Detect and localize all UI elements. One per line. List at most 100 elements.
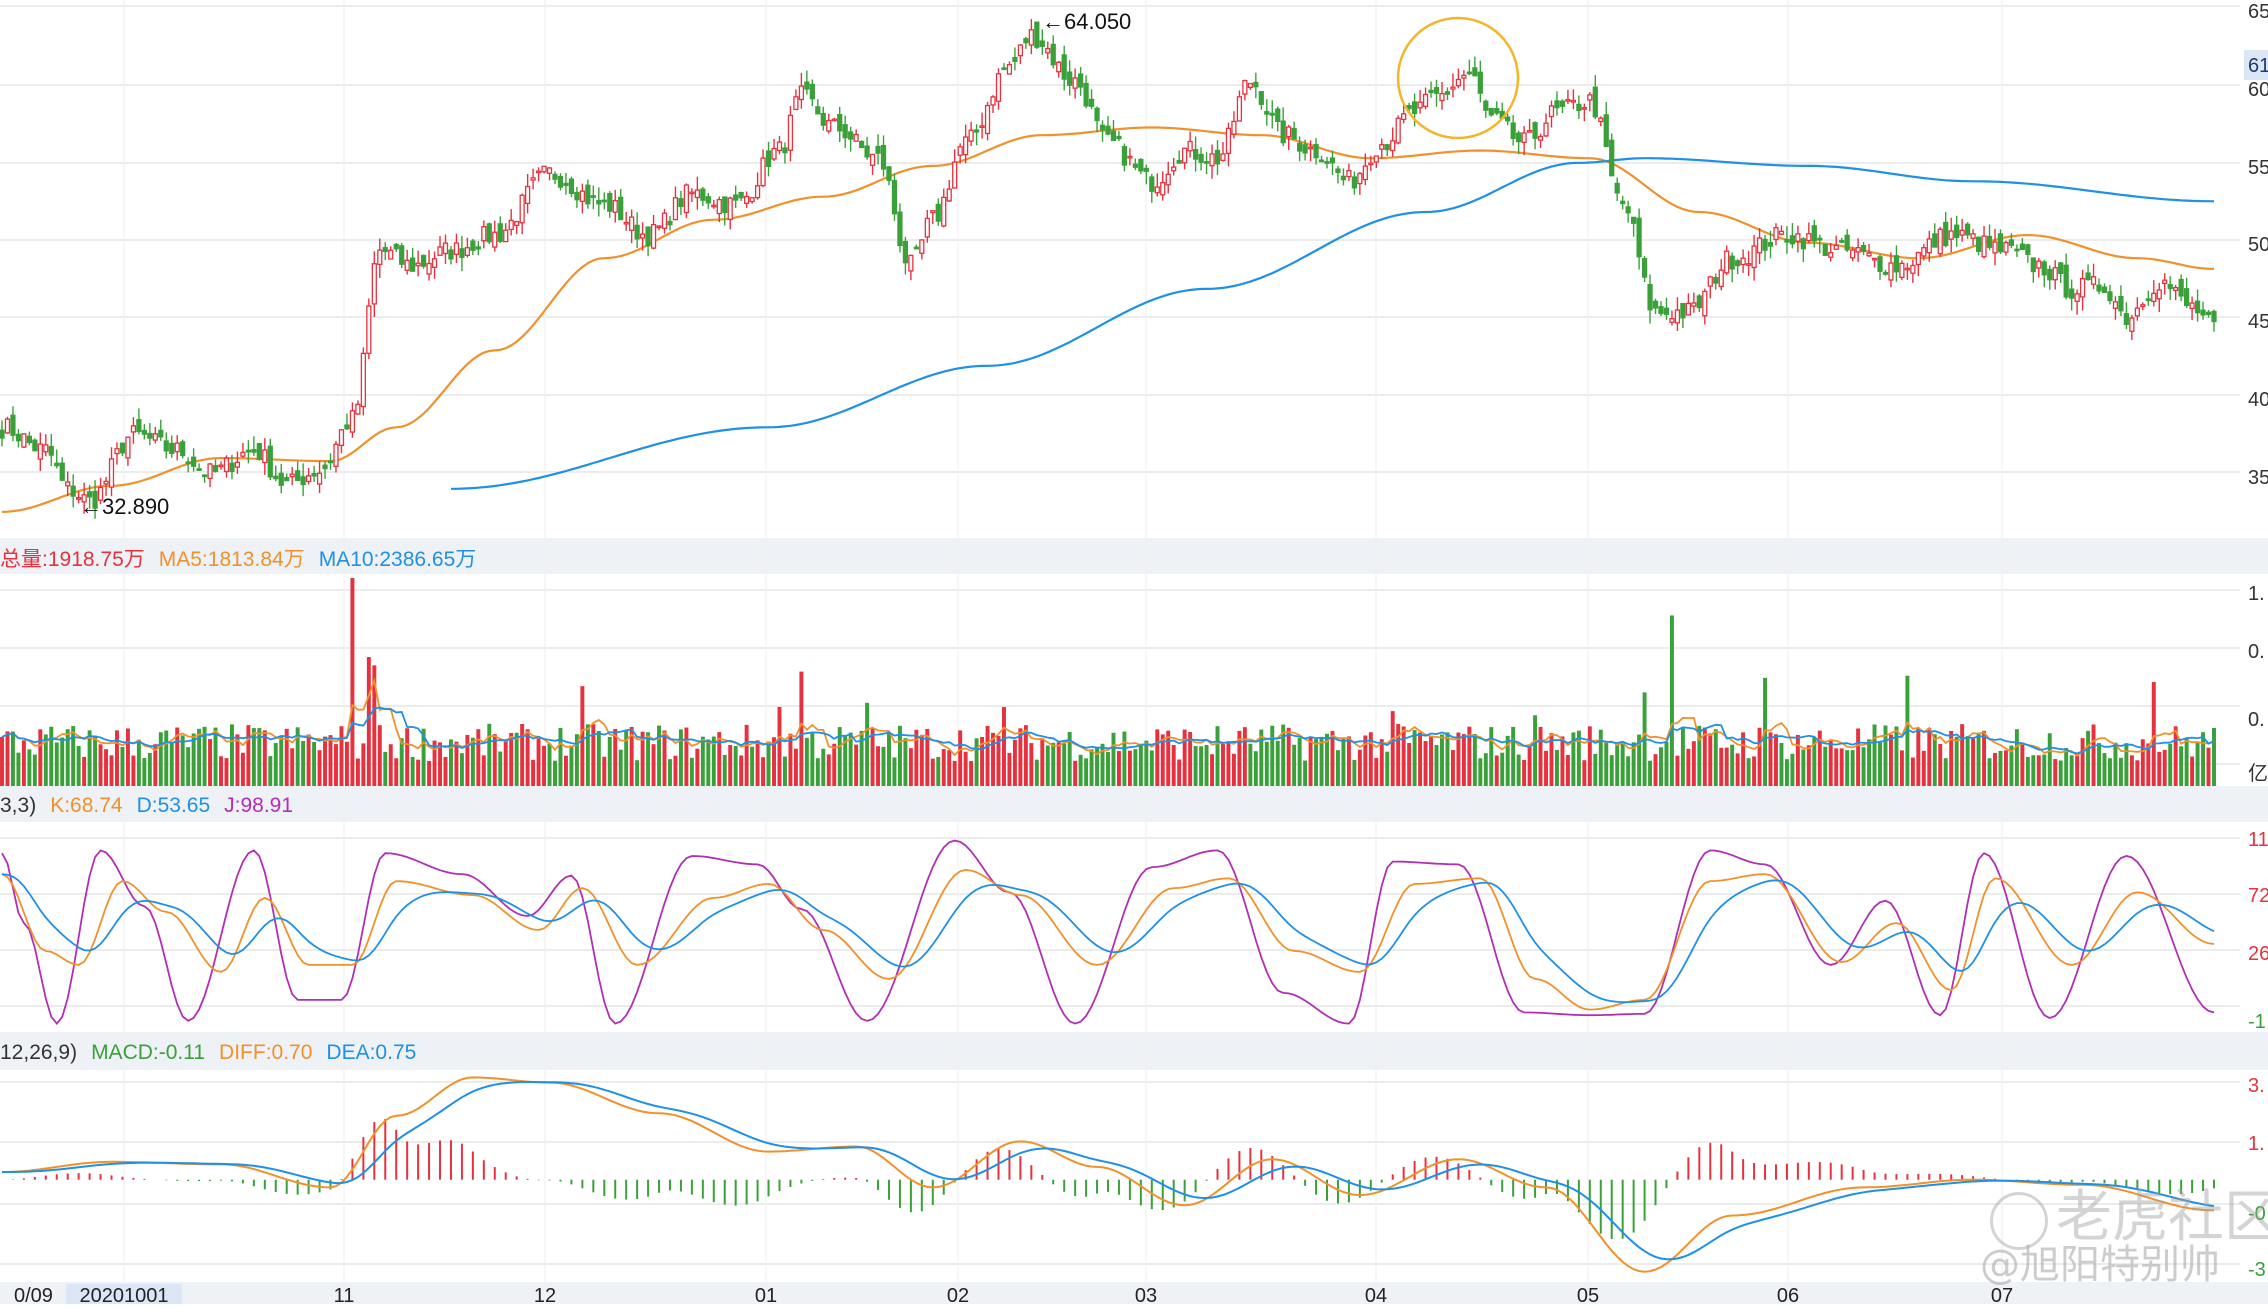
candle-body-178 [973, 129, 980, 133]
volume-bar-316 [1730, 744, 1735, 786]
kdj-tick-3: -1 [2248, 1011, 2266, 1033]
volume-tick-1: 0. [2248, 641, 2265, 663]
volume-bar-119 [651, 744, 656, 786]
candle-body-240 [1313, 143, 1319, 159]
candle-body-76 [415, 262, 421, 267]
volume-bar-55 [301, 740, 306, 786]
volume-bar-351 [1921, 750, 1926, 786]
volume-bar-244 [1335, 750, 1340, 786]
candle-body-126 [689, 191, 695, 195]
candle-body-92 [503, 229, 509, 243]
volume-bar-168 [919, 735, 924, 786]
candle-body-399 [2184, 288, 2190, 307]
candle-body-45 [245, 449, 252, 453]
candle-body-219 [1198, 153, 1204, 163]
candle-body-90 [492, 231, 498, 248]
volume-bar-391 [2140, 739, 2145, 786]
candle-body-103 [563, 182, 569, 187]
volume-bar-396 [2168, 743, 2173, 786]
volume-bar-211 [1155, 729, 1160, 786]
volume-bar-323 [1768, 732, 1773, 786]
candle-body-48 [262, 449, 268, 464]
candle-body-268 [1466, 71, 1472, 75]
volume-bar-123 [673, 755, 678, 786]
candle-body-2 [10, 414, 16, 436]
candle-body-253 [1384, 144, 1390, 151]
candle-body-136 [744, 195, 750, 204]
volume-bar-237 [1297, 738, 1302, 786]
volume-bar-88 [481, 755, 486, 786]
kdj-legend: 3,3) K:68.74 D:53.65 J:98.91 [0, 788, 307, 824]
candle-body-393 [2151, 292, 2157, 303]
candle-body-306 [1674, 309, 1681, 324]
candle-body-135 [738, 191, 744, 199]
candle-body-199 [1088, 98, 1095, 107]
volume-bar-22 [120, 746, 125, 786]
candle-body-390 [2134, 307, 2140, 317]
volume-bar-387 [2118, 757, 2123, 786]
candle-body-8 [43, 444, 49, 453]
volume-ma5-label: MA5:1813.84万 [158, 548, 305, 571]
volume-bar-140 [766, 741, 771, 786]
candle-body-296 [1620, 200, 1626, 205]
candle-body-133 [727, 197, 733, 221]
candle-body-217 [1187, 140, 1193, 152]
candle-body-315 [1724, 250, 1730, 274]
macd-tick-1: 1. [2248, 1133, 2265, 1155]
volume-bar-162 [887, 731, 891, 786]
candle-body-342 [1871, 257, 1878, 261]
volume-bar-337 [1845, 750, 1850, 786]
candle-body-270 [1477, 71, 1483, 94]
candle-body-238 [1302, 144, 1308, 154]
candle-body-249 [1362, 165, 1368, 181]
volume-bar-268 [1467, 726, 1472, 786]
volume-bar-101 [553, 760, 557, 786]
volume-bar-304 [1664, 742, 1669, 786]
candle-body-392 [2145, 298, 2151, 302]
volume-bar-73 [399, 738, 404, 786]
volume-bar-321 [1757, 727, 1762, 786]
volume-bar-184 [1007, 752, 1012, 786]
volume-bar-301 [1648, 760, 1653, 786]
candle-body-404 [2211, 310, 2217, 323]
candle-body-208 [1138, 158, 1144, 172]
volume-bar-294 [1609, 755, 1614, 786]
volume-bar-339 [1856, 728, 1861, 786]
volume-bar-222 [1215, 726, 1220, 786]
volume-bar-30 [164, 730, 169, 786]
volume-bar-92 [503, 740, 508, 786]
volume-bar-175 [958, 730, 963, 786]
volume-bar-150 [821, 748, 826, 786]
volume-bar-176 [963, 751, 968, 786]
candle-body-309 [1691, 302, 1697, 307]
candle-body-158 [864, 145, 870, 158]
candle-body-355 [1943, 221, 1949, 247]
candle-body-237 [1297, 142, 1303, 152]
macd-legend: 12,26,9) MACD:-0.11 DIFF:0.70 DEA:0.75 [0, 1035, 430, 1071]
volume-bar-91 [498, 751, 503, 786]
candle-body-242 [1324, 161, 1330, 164]
volume-bar-112 [613, 728, 618, 786]
candle-body-101 [552, 173, 558, 180]
volume-bar-257 [1407, 743, 1412, 786]
candle-body-32 [174, 442, 180, 453]
volume-bar-124 [678, 729, 683, 786]
candle-body-61 [333, 443, 339, 468]
candle-body-84 [459, 248, 465, 258]
candle-body-184 [1006, 63, 1013, 75]
candle-body-63 [344, 424, 350, 430]
volume-bar-83 [454, 741, 459, 786]
volume-bar-97 [531, 759, 536, 786]
volume-bar-288 [1576, 730, 1581, 786]
candle-body-94 [514, 220, 520, 226]
volume-bar-146 [799, 671, 804, 786]
candle-body-96 [525, 185, 531, 205]
candle-body-388 [2123, 313, 2130, 325]
volume-bar-289 [1582, 760, 1587, 786]
candle-body-255 [1395, 117, 1401, 144]
price-tick-6: 35 [2248, 467, 2268, 489]
x-label-4: 01 [755, 1285, 777, 1304]
x-label-3: 12 [534, 1285, 556, 1304]
candle-body-367 [2008, 239, 2015, 246]
candle-body-364 [1992, 241, 1998, 254]
